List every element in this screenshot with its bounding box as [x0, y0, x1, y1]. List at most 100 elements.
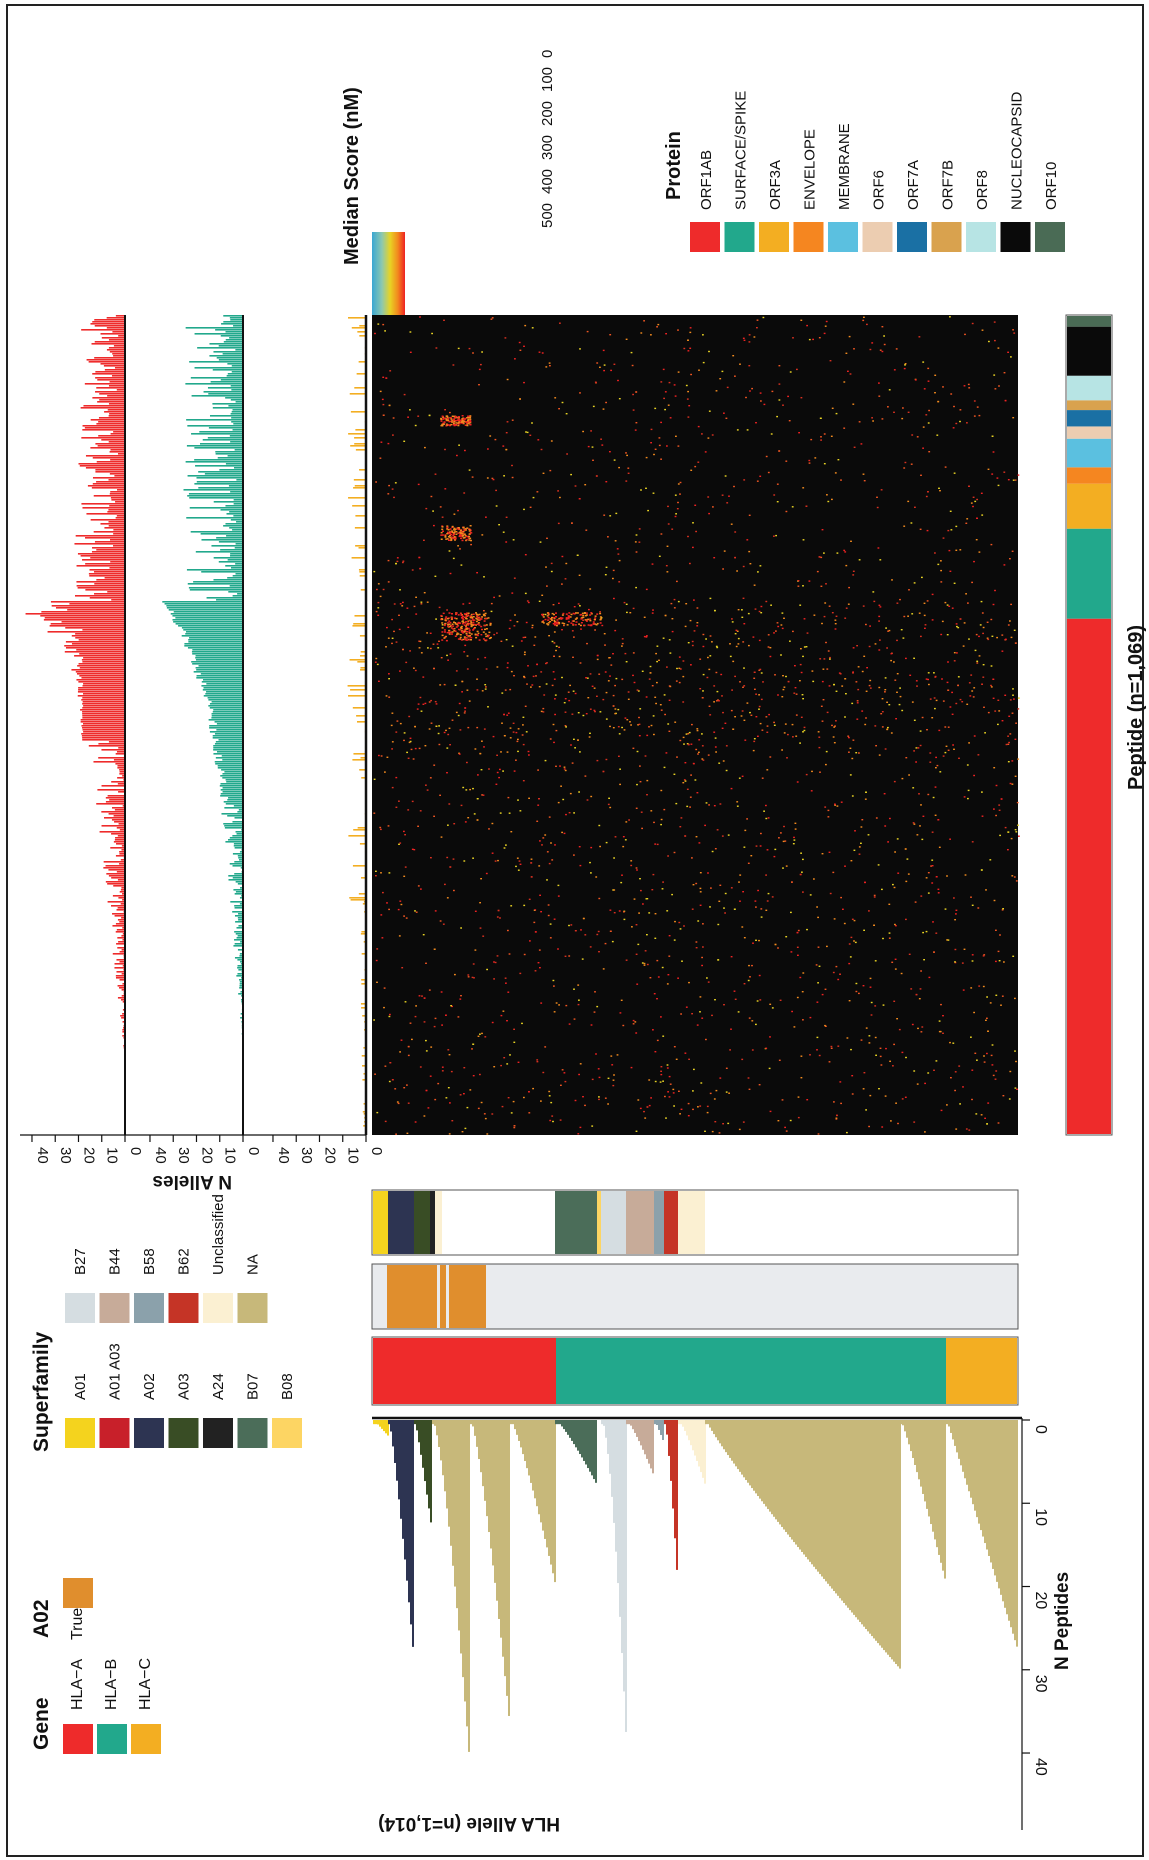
heatmap-cell	[537, 769, 539, 771]
heatmap-cell	[396, 720, 399, 722]
heatmap-cell	[592, 623, 595, 625]
heatmap-cell	[612, 727, 615, 729]
heatmap-cell	[997, 699, 1000, 701]
heatmap-cell	[454, 623, 457, 625]
heatmap-cell	[877, 864, 880, 866]
heatmap-cell	[542, 616, 545, 618]
heatmap-cell	[922, 815, 925, 817]
heatmap-cell	[998, 710, 1001, 712]
n-alleles-bar	[65, 627, 125, 629]
heatmap-cell	[747, 612, 750, 615]
n-peptides-bar	[717, 1420, 719, 1441]
n-alleles-bar	[229, 837, 243, 839]
median-score-tick-label: 0	[539, 50, 556, 58]
protein-legend-items: ORF1AB SURFACE/SPIKE ORF3A ENVELOPE MEMBRANE…	[690, 91, 1065, 252]
heatmap-cell	[854, 941, 857, 944]
heatmap-cell	[554, 694, 557, 696]
n-peptides-bar	[424, 1420, 426, 1482]
heatmap-cell	[786, 757, 788, 759]
n-peptides-bar	[735, 1420, 737, 1467]
gene-legend-swatch	[97, 1724, 127, 1754]
n-alleles-bar	[83, 405, 125, 407]
heatmap-cell	[573, 988, 575, 990]
n-alleles-bar	[220, 509, 243, 511]
n-alleles-bar	[192, 653, 243, 655]
heatmap-cell	[728, 495, 730, 497]
heatmap-cell	[934, 552, 936, 554]
heatmap-cell	[468, 622, 471, 625]
heatmap-cell	[907, 615, 909, 617]
heatmap-cell	[446, 747, 449, 749]
heatmap-cell	[572, 620, 575, 622]
heatmap-cell	[978, 985, 981, 987]
heatmap-cell	[476, 634, 479, 636]
heatmap-cell	[627, 472, 630, 474]
heatmap-cell	[858, 992, 860, 995]
heatmap-cell	[742, 641, 745, 643]
n-alleles-bar	[96, 423, 125, 425]
median-score-tick-label: 400	[539, 169, 556, 194]
heatmap-cell	[682, 782, 685, 784]
heatmap-cell	[418, 647, 421, 649]
heatmap-cell	[560, 618, 563, 620]
heatmap-cell	[460, 616, 463, 619]
heatmap-cell	[736, 630, 739, 632]
n-alleles-bar	[164, 603, 243, 605]
n-peptides-bar	[526, 1420, 528, 1469]
heatmap-cell	[803, 726, 806, 729]
heatmap-cell	[603, 369, 605, 372]
n-peptides-bar	[747, 1420, 749, 1483]
heatmap-cell	[561, 401, 564, 404]
heatmap-cell	[419, 640, 422, 643]
heatmap-cell	[589, 708, 592, 710]
heatmap-cell	[591, 685, 594, 687]
heatmap-cell	[825, 1025, 827, 1027]
n-alleles-bar	[113, 529, 125, 531]
heatmap-cell	[493, 961, 495, 963]
n-peptides-bar	[644, 1420, 646, 1455]
n-peptides-tick-label: 40	[1032, 1758, 1049, 1776]
n-alleles-bar	[240, 991, 243, 993]
heatmap-cell	[617, 553, 620, 555]
heatmap-cell	[853, 348, 855, 350]
heatmap-cell	[578, 1073, 580, 1076]
heatmap-cell	[830, 435, 833, 437]
heatmap-cell	[887, 841, 889, 843]
heatmap-cell	[472, 352, 474, 354]
heatmap-cell	[801, 694, 804, 696]
superfamily-legend-label: B62	[176, 1248, 193, 1275]
heatmap-cell	[829, 658, 831, 660]
heatmap-cell	[713, 685, 716, 687]
n-alleles-bar	[234, 467, 243, 469]
heatmap-cell	[442, 416, 444, 418]
n-peptides-bar	[396, 1420, 398, 1481]
heatmap-cell	[573, 606, 576, 608]
n-peptides-bar	[605, 1420, 607, 1438]
heatmap-cell	[600, 438, 602, 440]
heatmap-cell	[668, 1075, 671, 1078]
heatmap-cell	[434, 1017, 437, 1020]
n-peptides-bar	[500, 1420, 502, 1638]
n-peptides-bar	[1010, 1420, 1012, 1628]
heatmap-cell	[409, 740, 412, 743]
heatmap-cell	[461, 539, 464, 542]
heatmap-cell	[869, 1094, 872, 1097]
n-peptides-bar	[646, 1420, 648, 1459]
heatmap-cell	[583, 624, 585, 627]
heatmap-cell	[610, 369, 612, 372]
n-peptides-bar	[711, 1420, 713, 1431]
heatmap-cell	[523, 675, 525, 678]
heatmap-cell	[623, 729, 626, 731]
heatmap-cell	[538, 351, 541, 353]
heatmap-cell	[741, 1058, 744, 1061]
heatmap-cell	[719, 803, 722, 805]
n-alleles-bar	[237, 967, 243, 969]
heatmap-cell	[660, 1070, 662, 1072]
n-peptides-bar	[615, 1420, 617, 1552]
heatmap-cell	[619, 768, 621, 770]
heatmap-cell	[888, 629, 891, 632]
heatmap-cell	[554, 397, 557, 399]
heatmap-cell	[843, 427, 846, 429]
heatmap-cell	[640, 332, 643, 334]
heatmap-cell	[994, 710, 997, 712]
